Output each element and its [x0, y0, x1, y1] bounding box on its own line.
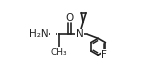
Text: O: O	[65, 13, 74, 23]
Text: H₂N: H₂N	[29, 29, 49, 39]
Text: N: N	[76, 29, 83, 39]
Text: F: F	[101, 50, 107, 60]
Text: CH₃: CH₃	[51, 48, 67, 57]
